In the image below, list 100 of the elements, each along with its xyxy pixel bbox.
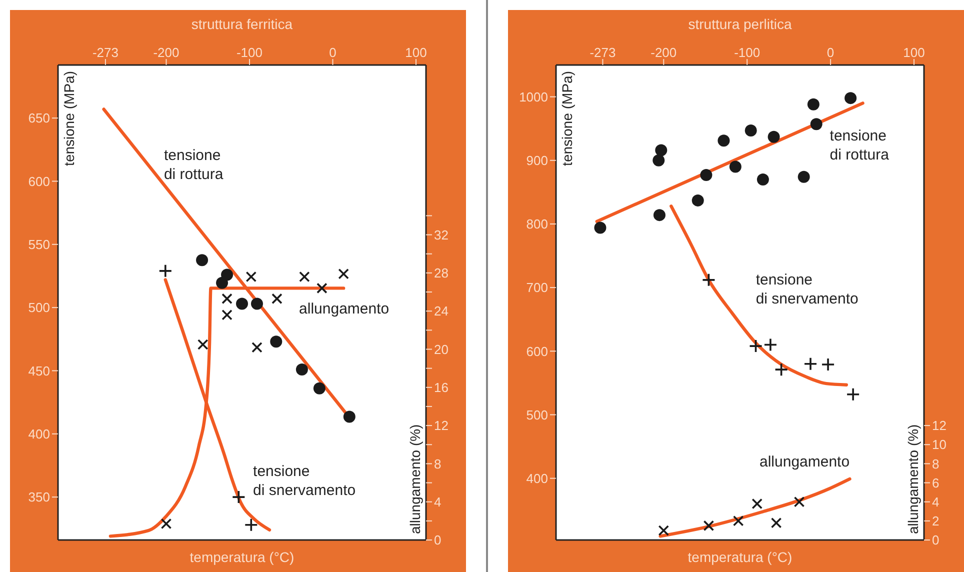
point: [196, 254, 208, 266]
y-tick-label: 650: [28, 110, 50, 126]
point: [296, 363, 308, 376]
point: [702, 273, 716, 287]
point: [810, 118, 822, 130]
chart-title: struttura perlitica: [688, 16, 792, 32]
point: [246, 271, 257, 282]
point: [807, 98, 820, 110]
y2-tick-label: 10: [932, 437, 946, 452]
annotation: tensione di snervamento: [756, 271, 858, 308]
y-tick-label: 450: [28, 363, 50, 378]
point: [804, 356, 818, 371]
y2-tick-label: 20: [434, 342, 448, 357]
point: [846, 387, 860, 402]
point: [703, 520, 714, 532]
annotation: allungamento: [760, 453, 850, 470]
point: [652, 154, 665, 166]
point: [844, 92, 857, 104]
y2-axis-title: allungamento (%): [905, 424, 921, 534]
y2-tick-label: 0: [434, 532, 442, 548]
y-tick-label: 800: [526, 216, 548, 232]
y-axis-title: tensione (MPa): [61, 71, 77, 166]
x-tick-label: -273: [92, 45, 118, 60]
point: [744, 124, 757, 136]
point: [343, 410, 356, 423]
x-tick-label: 100: [903, 45, 925, 60]
x-axis-title: temperatura (°C): [190, 549, 294, 565]
point: [250, 298, 263, 310]
y-tick-label: 550: [28, 237, 50, 252]
y2-tick-label: 4: [434, 494, 442, 510]
point: [700, 169, 712, 182]
x-tick-label: -273: [590, 45, 616, 60]
point: [774, 362, 788, 376]
point: [821, 358, 835, 372]
point: [732, 516, 744, 526]
point: [658, 525, 670, 536]
point: [752, 498, 763, 510]
annotation: allungamento: [299, 300, 390, 318]
point: [313, 382, 326, 394]
point: [222, 310, 232, 320]
point: [798, 170, 810, 183]
point: [270, 336, 282, 348]
point: [764, 338, 778, 352]
point: [197, 339, 208, 350]
y2-tick-label: 0: [932, 532, 940, 548]
x-axis-title: temperatura (°C): [688, 549, 792, 565]
point: [316, 282, 328, 294]
x-tick-label: 0: [826, 45, 834, 60]
x-tick-label: -200: [650, 45, 677, 60]
y-tick-label: 500: [28, 300, 50, 316]
x-tick-label: -100: [734, 45, 760, 60]
point: [756, 173, 769, 186]
y2-tick-label: 2: [932, 514, 940, 529]
point: [692, 194, 704, 206]
y-tick-label: 1000: [519, 89, 548, 104]
y-tick-label: 600: [28, 174, 50, 189]
point: [794, 496, 805, 508]
y-tick-label: 600: [526, 344, 548, 359]
point: [221, 268, 234, 281]
y-tick-label: 500: [526, 407, 548, 422]
y-tick-label: 400: [28, 426, 50, 442]
annotation: tensione di rottura: [164, 147, 224, 183]
point: [244, 518, 258, 532]
y-axis-title: tensione (MPa): [559, 71, 575, 166]
y2-axis-title: allungamento (%): [407, 424, 423, 534]
y-tick-label: 700: [526, 280, 548, 296]
y2-tick-label: 24: [434, 304, 448, 319]
point: [299, 271, 310, 282]
point: [729, 160, 742, 173]
line-series: [658, 477, 852, 538]
y2-tick-label: 8: [434, 456, 442, 472]
annotation: tensione di rottura: [830, 128, 890, 164]
y2-tick-label: 32: [434, 227, 448, 242]
point: [338, 268, 349, 280]
x-tick-label: 100: [405, 45, 427, 60]
point: [748, 339, 763, 353]
y2-tick-label: 8: [932, 456, 940, 472]
point: [653, 209, 666, 222]
y2-tick-label: 12: [932, 418, 946, 434]
point: [272, 293, 282, 304]
x-tick-label: -100: [236, 45, 263, 60]
y2-tick-label: 28: [434, 266, 448, 281]
y-tick-label: 400: [526, 470, 548, 486]
chart-title: struttura ferritica: [191, 16, 293, 32]
point: [158, 264, 172, 278]
point: [232, 490, 246, 504]
point: [252, 342, 262, 353]
y-tick-label: 350: [28, 490, 50, 505]
point: [768, 130, 780, 143]
y2-tick-label: 6: [932, 475, 940, 490]
point: [718, 134, 730, 147]
point: [655, 144, 668, 156]
x-tick-label: -200: [153, 45, 180, 60]
y2-tick-label: 16: [434, 380, 448, 396]
y-tick-label: 900: [526, 152, 548, 168]
point: [236, 298, 248, 310]
point: [222, 293, 232, 304]
x-tick-label: 0: [329, 45, 336, 60]
point: [160, 518, 172, 530]
y2-tick-label: 12: [434, 418, 448, 434]
